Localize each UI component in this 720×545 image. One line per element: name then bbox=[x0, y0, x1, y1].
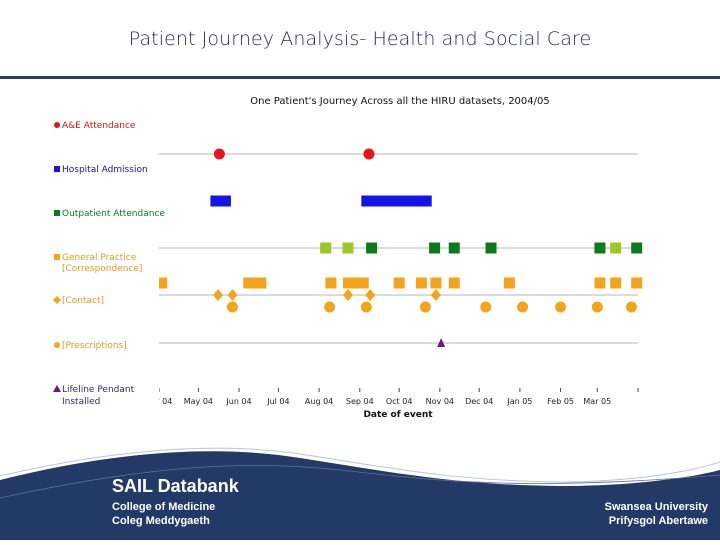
legend-label: [Prescriptions] bbox=[62, 341, 127, 351]
event-circle bbox=[324, 301, 336, 313]
event-square bbox=[631, 277, 643, 289]
x-tick-label: Jun 04 bbox=[225, 397, 251, 406]
event-square bbox=[448, 242, 460, 254]
event-square-alt bbox=[320, 242, 332, 254]
university-welsh: Prifysgol Abertawe bbox=[608, 515, 708, 527]
x-tick-label: May 04 bbox=[184, 397, 213, 406]
footer-banner: SAIL Databank College of Medicine Coleg … bbox=[0, 440, 720, 545]
legend-square-icon bbox=[54, 210, 60, 216]
event-square bbox=[485, 242, 497, 254]
event-square bbox=[594, 277, 606, 289]
event-circle bbox=[555, 301, 567, 313]
legend-circle-icon bbox=[54, 342, 60, 348]
event-square bbox=[366, 242, 378, 254]
x-tick-label: Feb 05 bbox=[547, 397, 574, 406]
x-tick-label: Mar 05 bbox=[583, 397, 611, 406]
event-square bbox=[430, 277, 442, 289]
event-circle bbox=[363, 148, 375, 160]
x-tick-label: Aug 04 bbox=[305, 397, 333, 406]
legend-label: Outpatient Attendance bbox=[62, 209, 165, 219]
event-square bbox=[415, 277, 427, 289]
university-english: Swansea University bbox=[604, 501, 708, 513]
event-square-alt bbox=[342, 242, 354, 254]
event-circle bbox=[591, 301, 603, 313]
event-diamond bbox=[227, 289, 238, 301]
slide-title: Patient Journey Analysis- Health and Soc… bbox=[128, 28, 592, 50]
x-tick-label: Dec 04 bbox=[465, 397, 493, 406]
x-tick-label: Jan 05 bbox=[506, 397, 532, 406]
event-span-bar bbox=[210, 195, 231, 207]
event-circle bbox=[625, 301, 637, 313]
title-divider bbox=[0, 76, 720, 79]
x-tick-label: Nov 04 bbox=[426, 397, 454, 406]
footer-wave bbox=[0, 447, 720, 540]
x-tick-label: Apr 04 bbox=[146, 397, 173, 406]
event-diamond bbox=[365, 289, 376, 301]
event-span-bar bbox=[361, 195, 432, 207]
event-circle bbox=[213, 148, 225, 160]
legend-label: Lifeline Pendant bbox=[62, 385, 135, 395]
event-square bbox=[631, 242, 643, 254]
legend-diamond-icon bbox=[53, 296, 61, 304]
event-diamond bbox=[430, 289, 441, 301]
patient-journey-chart: One Patient's Journey Across all the HIR… bbox=[53, 96, 643, 420]
brand-name: SAIL Databank bbox=[112, 476, 239, 496]
event-span-bar bbox=[243, 277, 267, 289]
legend-square-icon bbox=[54, 254, 60, 260]
chart-title: One Patient's Journey Across all the HIR… bbox=[250, 96, 549, 107]
event-diamond bbox=[342, 289, 353, 301]
event-square bbox=[393, 277, 405, 289]
x-axis: Apr 04 May 04 Jun 04 Jul 04 Aug 04 Sep 04 Oct … bbox=[146, 388, 639, 406]
legend-circle-icon bbox=[54, 122, 60, 128]
event-circle bbox=[480, 301, 492, 313]
x-axis-label: Date of event bbox=[363, 410, 433, 420]
legend-label: Hospital Admission bbox=[62, 165, 148, 175]
event-square bbox=[503, 277, 515, 289]
event-diamond bbox=[213, 289, 224, 301]
legend-label: [Correspondence] bbox=[62, 264, 142, 274]
x-tick-label: Jul 04 bbox=[266, 397, 289, 406]
event-triangle bbox=[437, 338, 446, 347]
event-circle bbox=[419, 301, 431, 313]
event-circle bbox=[360, 301, 372, 313]
x-tick-label: Sep 04 bbox=[346, 397, 374, 406]
event-span-bar bbox=[342, 277, 369, 289]
event-circle bbox=[226, 301, 238, 313]
legend-label: General Practice bbox=[62, 253, 137, 263]
college-welsh: Coleg Meddygaeth bbox=[112, 515, 210, 527]
x-tick-label: Oct 04 bbox=[386, 397, 413, 406]
event-square bbox=[448, 277, 460, 289]
event-square bbox=[429, 242, 441, 254]
legend-square-icon bbox=[54, 166, 60, 172]
event-square bbox=[325, 277, 337, 289]
event-square bbox=[610, 277, 622, 289]
legend-triangle-icon bbox=[53, 385, 61, 392]
event-square bbox=[594, 242, 606, 254]
college-english: College of Medicine bbox=[112, 501, 216, 513]
event-circle bbox=[517, 301, 529, 313]
event-square-alt bbox=[610, 242, 622, 254]
event-square bbox=[159, 277, 168, 289]
legend-label: A&E Attendance bbox=[62, 121, 136, 131]
legend-label: Installed bbox=[62, 397, 100, 407]
legend-label: [Contact] bbox=[62, 296, 104, 306]
